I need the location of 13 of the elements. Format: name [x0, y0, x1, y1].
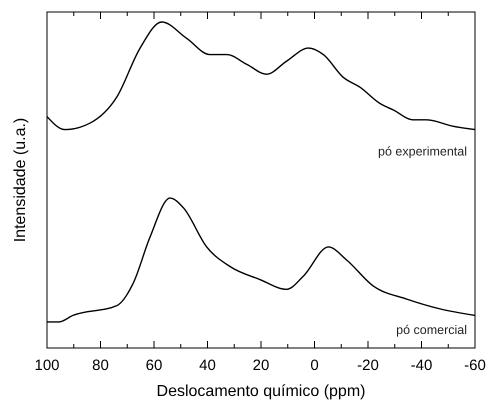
- x-tick-label: -20: [357, 357, 379, 374]
- x-tick-label: 100: [34, 357, 60, 374]
- x-tick-label: 60: [146, 357, 162, 374]
- x-tick-label: -40: [410, 357, 432, 374]
- x-tick-label: 20: [252, 357, 270, 374]
- series-label: pó comercial: [396, 323, 467, 337]
- y-axis-title: Intensidade (u.a.): [12, 118, 29, 242]
- x-tick-label: -60: [464, 357, 486, 374]
- x-tick-label: 40: [199, 357, 216, 374]
- x-tick-label: 80: [92, 357, 109, 374]
- x-tick-label: 0: [310, 357, 319, 374]
- x-axis-title: Deslocamento químico (ppm): [156, 383, 366, 400]
- series-label: pó experimental: [378, 144, 467, 159]
